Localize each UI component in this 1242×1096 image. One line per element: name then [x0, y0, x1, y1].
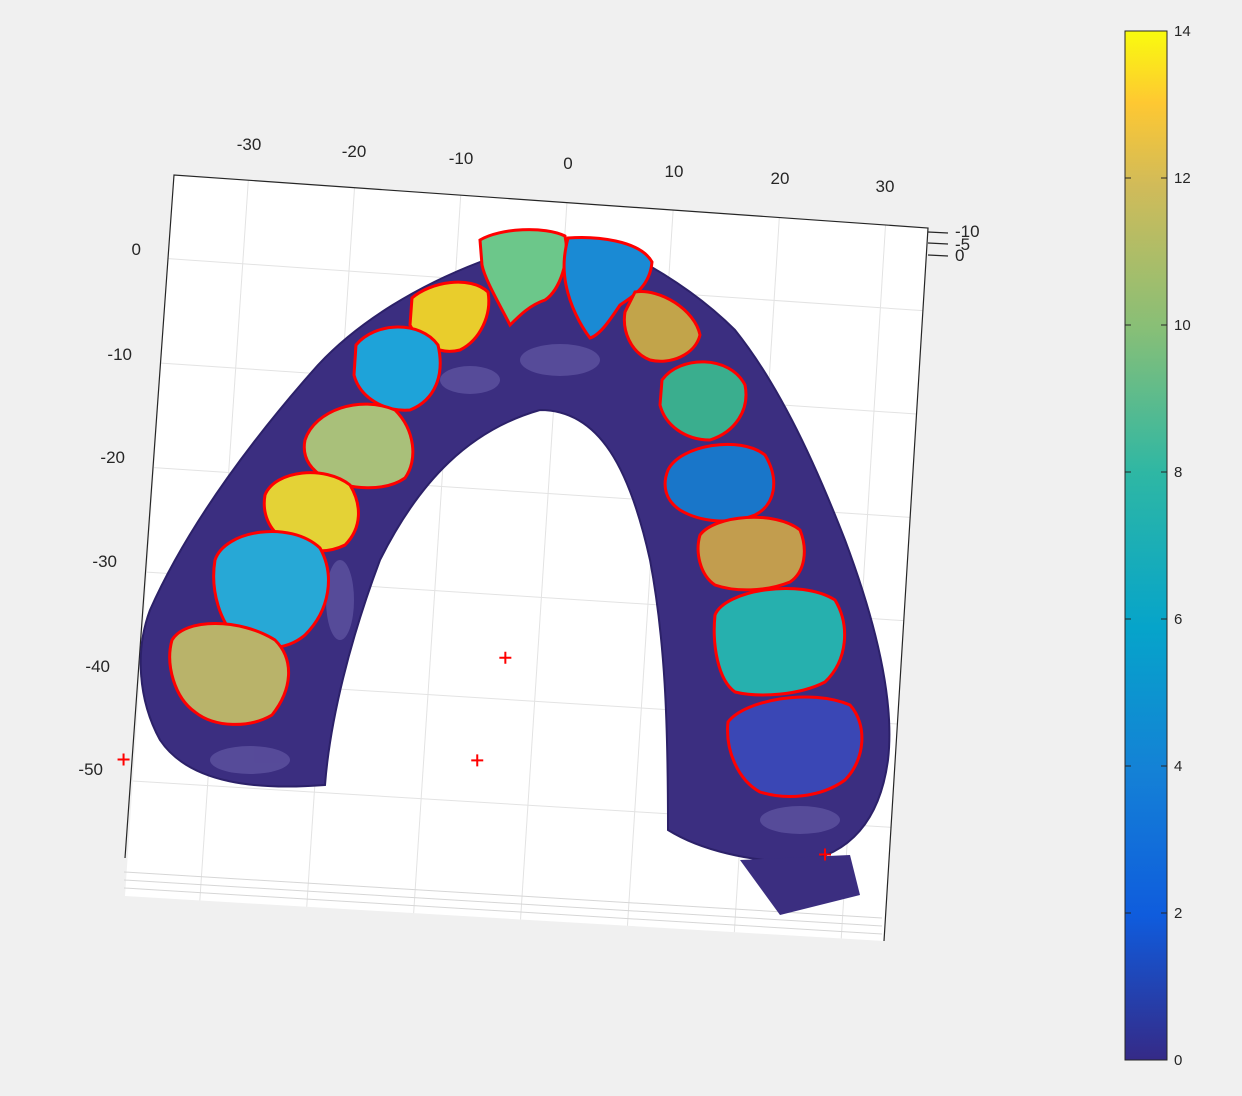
y-tick-label: 0 [132, 240, 141, 259]
y-tick-label: -10 [107, 345, 132, 364]
tooth [696, 515, 806, 592]
markers [117, 651, 832, 861]
y-tick-label: -50 [78, 760, 103, 779]
colorbar-ticks: 0 2 4 6 8 10 12 14 [1125, 23, 1191, 1069]
tooth [352, 325, 442, 412]
tooth [562, 236, 654, 340]
colorbar [1124, 30, 1168, 1061]
colorbar-tick-label: 10 [1174, 317, 1191, 334]
marker-plus [471, 754, 484, 767]
tooth [712, 587, 847, 697]
colorbar-tick-label: 8 [1174, 464, 1182, 481]
z-tick-label: -5 [955, 235, 970, 254]
tooth [622, 290, 702, 363]
x-tick-label: 20 [771, 169, 790, 188]
tooth [478, 228, 568, 328]
y-tick-label: -30 [92, 552, 117, 571]
z-tick-label: -10 [955, 222, 980, 241]
x-tick-label: -30 [237, 135, 262, 154]
colorbar-tick-label: 2 [1174, 905, 1182, 922]
x-tick-label: 10 [665, 162, 684, 181]
floor-lines [123, 871, 883, 935]
colorbar-tick-label: 4 [1174, 758, 1182, 775]
axes-frame [124, 174, 929, 942]
marker-plus [499, 651, 512, 664]
marker-plus [819, 848, 832, 861]
tooth [168, 622, 290, 726]
jaw-highlights [210, 344, 840, 834]
jaw-heel [740, 855, 860, 915]
colorbar-tick-label: 14 [1174, 23, 1191, 40]
z-tick-label: 0 [955, 246, 964, 265]
colorbar-tick-label: 6 [1174, 611, 1182, 628]
x-tick-label: -10 [449, 149, 474, 168]
marker-plus [117, 753, 130, 766]
colorbar-tick-label: 12 [1174, 170, 1191, 187]
y-tick-labels: 0 -10 -20 -30 -40 -50 [78, 240, 141, 779]
tooth [663, 442, 776, 523]
tooth [726, 695, 864, 798]
x-tick-label: 30 [876, 177, 895, 196]
x-tick-labels: -30 -20 -10 0 10 20 30 [237, 135, 895, 196]
y-tick-label: -40 [85, 657, 110, 676]
teeth [168, 228, 864, 798]
y-tick-label: -20 [100, 448, 125, 467]
x-tick-label: 0 [563, 154, 572, 173]
z-tick-labels: -10 -5 0 [927, 222, 980, 265]
x-tick-label: -20 [342, 142, 367, 161]
colorbar-tick-label: 0 [1174, 1052, 1182, 1069]
tooth [658, 360, 748, 442]
